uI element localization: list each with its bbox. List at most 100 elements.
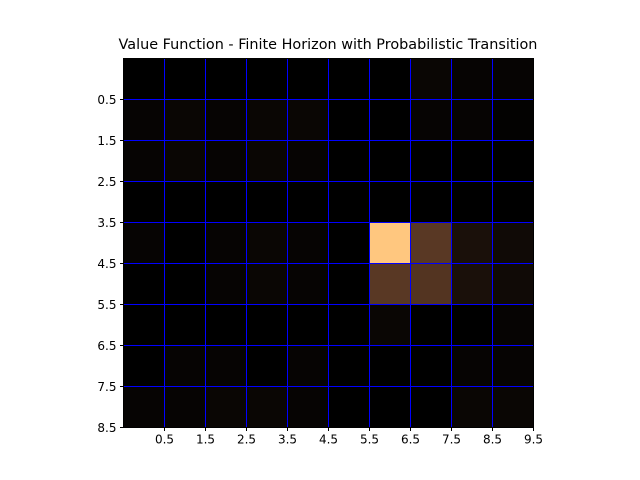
heatmap-cell bbox=[492, 58, 534, 100]
heatmap-cell bbox=[246, 386, 288, 428]
y-axis: 0.5 1.5 2.5 3.5 4.5 5.5 6.5 7.5 8.5 bbox=[97, 93, 124, 435]
heatmap-cell bbox=[328, 58, 370, 100]
heatmap-cell bbox=[164, 99, 206, 141]
x-tick-label: 8.5 bbox=[483, 433, 502, 447]
heatmap-cell bbox=[369, 263, 411, 305]
heatmap-cell bbox=[205, 386, 247, 428]
heatmap-cell bbox=[492, 99, 534, 141]
heatmap-cell bbox=[328, 99, 370, 141]
x-tick-label: 3.5 bbox=[278, 433, 297, 447]
x-tick-label: 1.5 bbox=[196, 433, 215, 447]
heatmap-cell bbox=[246, 222, 288, 264]
x-tick-label: 2.5 bbox=[237, 433, 256, 447]
heatmap-cell bbox=[328, 304, 370, 346]
heatmap-cell bbox=[164, 386, 206, 428]
heatmap-cell bbox=[246, 140, 288, 182]
heatmap-cell bbox=[451, 304, 493, 346]
heatmap-cell bbox=[369, 99, 411, 141]
heatmap-cell bbox=[246, 304, 288, 346]
heatmap-cell bbox=[205, 99, 247, 141]
heatmap-cell bbox=[369, 386, 411, 428]
heatmap-cell bbox=[164, 58, 206, 100]
heatmap-cell bbox=[492, 386, 534, 428]
y-tick-label: 1.5 bbox=[97, 134, 116, 148]
heatmap-cell bbox=[451, 58, 493, 100]
heatmap-cell bbox=[369, 345, 411, 387]
y-tick-label: 4.5 bbox=[97, 257, 116, 271]
x-axis: 0.5 1.5 2.5 3.5 4.5 5.5 6.5 7.5 8.5 9.5 bbox=[155, 427, 543, 447]
heatmap-cell bbox=[492, 304, 534, 346]
heatmap-cell bbox=[492, 222, 534, 264]
heatmap-cell bbox=[246, 58, 288, 100]
heatmap-cell bbox=[410, 99, 452, 141]
heatmap-cell bbox=[410, 263, 452, 305]
heatmap-cell bbox=[328, 263, 370, 305]
y-tick-label: 5.5 bbox=[97, 298, 116, 312]
heatmap-cell bbox=[123, 99, 165, 141]
heatmap-cell bbox=[410, 58, 452, 100]
heatmap-cell bbox=[451, 99, 493, 141]
y-tick-label: 0.5 bbox=[97, 93, 116, 107]
heatmap-cell bbox=[369, 222, 411, 264]
heatmap-cell bbox=[246, 99, 288, 141]
heatmap-cell bbox=[164, 140, 206, 182]
heatmap-cell bbox=[369, 140, 411, 182]
heatmap-cell bbox=[287, 99, 329, 141]
heatmap-cell bbox=[451, 345, 493, 387]
x-tick-label: 0.5 bbox=[155, 433, 174, 447]
heatmap-cell bbox=[451, 386, 493, 428]
heatmap-cell bbox=[287, 345, 329, 387]
heatmap-cell bbox=[328, 140, 370, 182]
y-tick-label: 3.5 bbox=[97, 216, 116, 230]
heatmap-cell bbox=[410, 222, 452, 264]
heatmap-cell bbox=[123, 140, 165, 182]
heatmap-cell bbox=[369, 58, 411, 100]
heatmap-cell bbox=[492, 345, 534, 387]
heatmap-cell bbox=[123, 386, 165, 428]
heatmap-cell bbox=[205, 345, 247, 387]
heatmap-cell bbox=[451, 222, 493, 264]
heatmap-cell bbox=[246, 181, 288, 223]
heatmap-cell bbox=[328, 345, 370, 387]
heatmap-cell bbox=[205, 58, 247, 100]
heatmap-cell bbox=[246, 263, 288, 305]
x-tick-label: 9.5 bbox=[524, 433, 543, 447]
heatmap-cell bbox=[410, 345, 452, 387]
heatmap-cell bbox=[287, 58, 329, 100]
heatmap-cell bbox=[205, 304, 247, 346]
heatmap-cell bbox=[410, 386, 452, 428]
heatmap-cell bbox=[164, 222, 206, 264]
heatmap-cell bbox=[246, 345, 288, 387]
heatmap-cell bbox=[123, 181, 165, 223]
chart-title: Value Function - Finite Horizon with Pro… bbox=[119, 37, 538, 53]
heatmap-cell bbox=[451, 263, 493, 305]
heatmap-cell bbox=[369, 181, 411, 223]
heatmap-cell bbox=[123, 304, 165, 346]
heatmap-cell bbox=[328, 181, 370, 223]
heatmap-cell bbox=[287, 181, 329, 223]
heatmap-cell bbox=[451, 181, 493, 223]
y-tick-label: 2.5 bbox=[97, 175, 116, 189]
heatmap-cell bbox=[287, 386, 329, 428]
heatmap-cell bbox=[369, 304, 411, 346]
heatmap-cells bbox=[123, 58, 534, 428]
y-tick-label: 7.5 bbox=[97, 380, 116, 394]
x-tick-label: 7.5 bbox=[442, 433, 461, 447]
heatmap-cell bbox=[451, 140, 493, 182]
heatmap-cell bbox=[328, 222, 370, 264]
heatmap-cell bbox=[287, 140, 329, 182]
heatmap-cell bbox=[164, 263, 206, 305]
heatmap-cell bbox=[205, 222, 247, 264]
x-tick-label: 5.5 bbox=[360, 433, 379, 447]
heatmap-cell bbox=[205, 140, 247, 182]
y-tick-label: 6.5 bbox=[97, 339, 116, 353]
heatmap-cell bbox=[123, 58, 165, 100]
heatmap-cell bbox=[123, 263, 165, 305]
x-tick-label: 4.5 bbox=[319, 433, 338, 447]
heatmap-cell bbox=[164, 345, 206, 387]
heatmap-cell bbox=[205, 181, 247, 223]
y-tick-label: 8.5 bbox=[97, 421, 116, 435]
heatmap-cell bbox=[123, 222, 165, 264]
heatmap-cell bbox=[492, 181, 534, 223]
heatmap-cell bbox=[164, 304, 206, 346]
